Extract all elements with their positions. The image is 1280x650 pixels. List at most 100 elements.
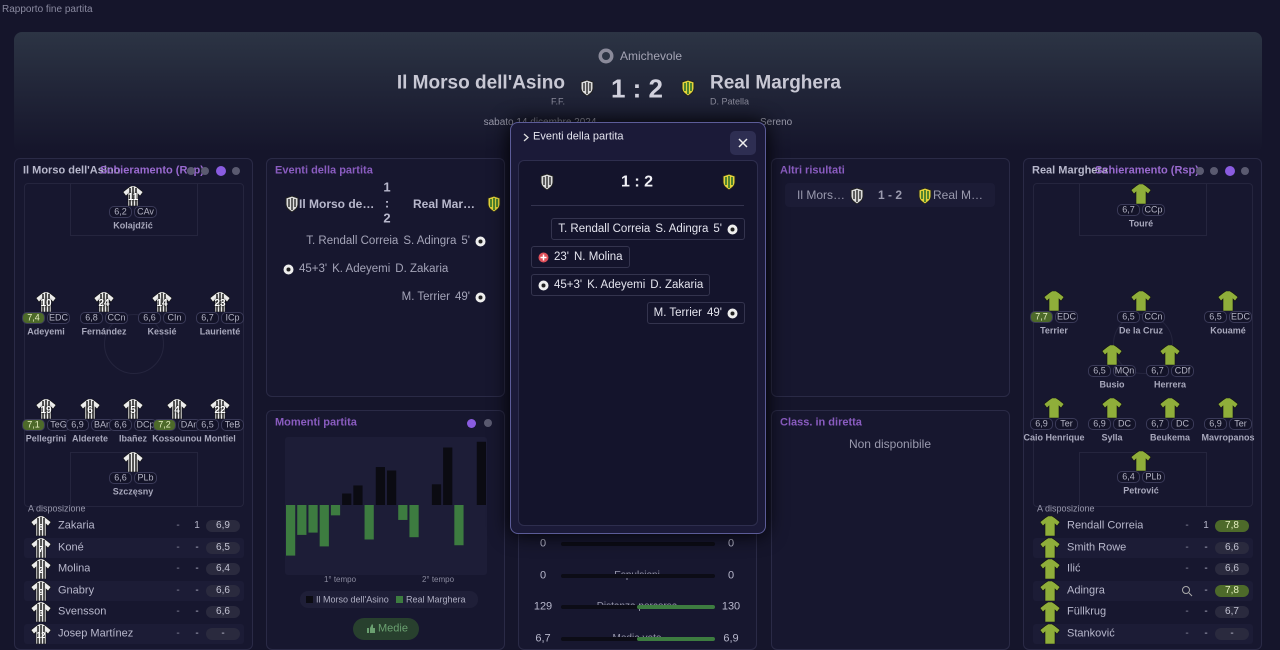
penalty-box xyxy=(1079,183,1207,236)
rating-pill xyxy=(1215,584,1249,597)
goal-icon xyxy=(538,280,549,290)
rating-pill xyxy=(1215,541,1249,554)
result-score: 1 - 2 xyxy=(877,187,903,202)
momentum-bar xyxy=(443,447,453,505)
player-name: Szczęsny xyxy=(112,486,154,497)
sub-stat: - xyxy=(176,606,180,618)
sub-name: Rendall Correia xyxy=(1067,519,1144,532)
role-pill xyxy=(1229,418,1252,430)
rating-pill xyxy=(196,312,219,324)
rating-pill xyxy=(1088,365,1111,377)
sub-rating: - xyxy=(1230,628,1234,639)
home-team: Il Morso dell'Asino xyxy=(299,196,377,211)
player-role: DC xyxy=(1118,418,1131,429)
sub-stat: - xyxy=(1204,584,1208,596)
player-rating: 6,2 xyxy=(114,206,127,217)
player-role: CCn xyxy=(107,312,126,323)
event-player: K. Adeyemi xyxy=(587,279,646,291)
role-pill xyxy=(1171,418,1194,430)
player-role: TeB xyxy=(224,419,241,430)
rating-pill xyxy=(109,419,132,431)
score: 1 : 2 xyxy=(620,173,654,191)
event-player: K. Adeyemi xyxy=(332,263,391,275)
player-rating: 7,7 xyxy=(1035,311,1048,322)
player-shirt xyxy=(210,399,230,419)
role-pill xyxy=(1142,471,1165,483)
modal-body xyxy=(518,160,758,526)
sub-row-bg xyxy=(1033,580,1253,601)
score: 1 : 2 xyxy=(383,179,391,226)
sub-stat: - xyxy=(176,520,180,531)
lineup-team: Real Marghera xyxy=(1032,164,1108,177)
player-rating: 6,5 xyxy=(201,419,214,430)
rating-pill xyxy=(1030,311,1053,323)
shirt-number: 9 xyxy=(38,588,44,597)
player-shirt xyxy=(31,580,51,601)
player-name: Terrier xyxy=(1040,325,1068,336)
view-toggle xyxy=(232,167,240,175)
sub-name: Füllkrug xyxy=(1067,605,1107,618)
weather: Sereno xyxy=(760,117,793,128)
rating-pill xyxy=(206,520,240,532)
player-shirt xyxy=(1040,624,1060,644)
pitch xyxy=(24,183,244,507)
sub-stat: - xyxy=(176,541,180,553)
sub-rating: 6,6 xyxy=(1225,563,1239,575)
center-circle xyxy=(104,314,164,374)
shirt-number: 2 xyxy=(38,566,44,576)
role-pill xyxy=(1171,365,1194,377)
view-toggle xyxy=(216,166,226,176)
event-minute: 45+3' xyxy=(299,263,328,275)
player-shirt xyxy=(36,399,56,419)
player-shirt xyxy=(123,399,143,419)
events-panel xyxy=(266,158,505,397)
player-rating: 6,5 xyxy=(1122,311,1135,322)
sub-name: Josep Martínez xyxy=(58,627,134,640)
rating-pill xyxy=(206,584,240,597)
subs-label: A disposizione xyxy=(28,503,86,514)
player-shirt xyxy=(94,292,114,312)
goal-icon xyxy=(475,236,486,246)
sub-stat: - xyxy=(195,541,199,553)
rating-pill xyxy=(66,419,89,431)
penalty-box xyxy=(70,183,198,236)
shirt-number: 6 xyxy=(87,405,93,416)
page-title: Rapporto fine partita xyxy=(2,4,93,15)
role-pill xyxy=(105,312,128,324)
player-shirt xyxy=(31,516,51,536)
role-pill xyxy=(134,206,157,218)
sub-rating: 6,9 xyxy=(216,520,230,531)
rating-pill xyxy=(22,419,45,431)
shirt-number: 14 xyxy=(156,298,168,309)
player-role: PLb xyxy=(1145,471,1162,482)
shirt-number: 7 xyxy=(38,544,44,554)
sub-stat: - xyxy=(1204,563,1208,575)
player-shirt xyxy=(31,537,51,558)
event-minute: 5' xyxy=(461,235,470,247)
home-team: Il Morso dell'Asino xyxy=(797,187,847,202)
view-toggle xyxy=(1225,166,1235,176)
event-row: M. Terrier 49' xyxy=(646,302,745,324)
sub-stat: - xyxy=(195,628,199,639)
rating-pill xyxy=(22,312,45,324)
player-rating: 6,5 xyxy=(1209,311,1222,322)
event-assist: S. Adingra xyxy=(655,223,709,235)
sub-stat: - xyxy=(1185,563,1189,575)
player-shirt xyxy=(167,399,187,419)
rating-pill xyxy=(153,419,176,431)
sub-stat: 1 xyxy=(194,520,200,531)
score: 1 : 2 xyxy=(610,73,664,104)
shirt-number: 23 xyxy=(214,298,226,309)
event-row: 23' N. Molina xyxy=(531,246,630,268)
player-name: Busio xyxy=(1099,379,1125,390)
role-pill xyxy=(1142,311,1165,323)
averages-button[interactable] xyxy=(353,618,419,640)
role-pill xyxy=(47,312,70,324)
sub-rating: 6,6 xyxy=(216,584,230,596)
close-icon xyxy=(738,138,748,148)
shirt-number: 5 xyxy=(130,405,136,416)
player-name: Adeyemi xyxy=(27,326,65,337)
player-role: ICp xyxy=(225,312,240,323)
player-shirt xyxy=(1040,516,1060,536)
